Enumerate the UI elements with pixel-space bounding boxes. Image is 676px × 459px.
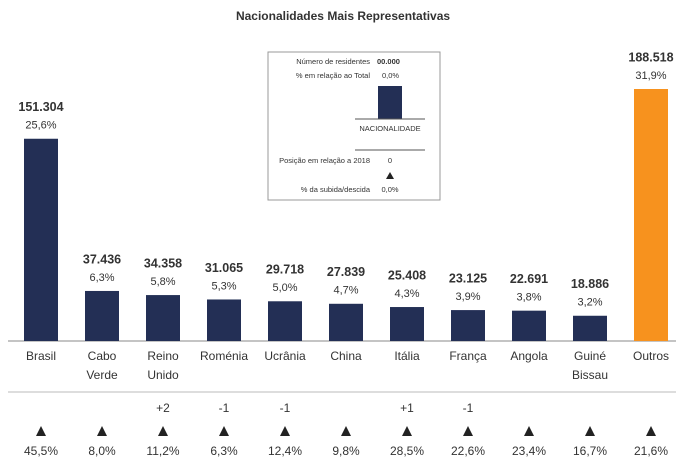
share-label: 5,3% (211, 280, 236, 292)
legend-text: % em relação ao Total (296, 71, 370, 80)
x-tick-label: Brasil (26, 349, 56, 363)
bar (451, 310, 485, 341)
bar (85, 290, 119, 341)
legend-arrow (386, 172, 394, 179)
share-label: 3,8% (516, 292, 541, 304)
growth-arrow (341, 426, 351, 436)
x-tick-label: China (330, 349, 362, 363)
bar (390, 307, 424, 341)
bar (329, 303, 363, 341)
bar (268, 301, 302, 341)
legend: Número de residentes 00.000 % em relação… (267, 51, 441, 201)
bar (573, 315, 607, 341)
growth-arrow (158, 426, 168, 436)
value-label: 29.718 (266, 263, 304, 277)
value-label: 25.408 (388, 268, 426, 282)
x-tick-label: Reino Unido (147, 349, 179, 382)
growth-label: 6,3% (210, 444, 238, 458)
share-label: 31,9% (635, 70, 666, 82)
value-label: 23.125 (449, 271, 487, 285)
legend-text: Posição em relação a 2018 (279, 156, 370, 165)
growth-label: 8,0% (88, 444, 116, 458)
legend-box (267, 51, 441, 201)
bar (207, 299, 241, 341)
legend-text: Número de residentes (296, 57, 370, 66)
value-label: 22.691 (510, 272, 548, 286)
growth-label: 22,6% (451, 444, 485, 458)
legend-text: NACIONALIDADE (359, 124, 420, 133)
legend-text: % da subida/descida (301, 185, 371, 194)
value-label: 188.518 (628, 50, 673, 64)
value-label: 18.886 (571, 277, 609, 291)
share-label: 6,3% (89, 272, 114, 284)
share-label: 3,2% (577, 297, 602, 309)
growth-label: 12,4% (268, 444, 302, 458)
growth-label: 11,2% (146, 444, 179, 458)
growth-arrow (524, 426, 534, 436)
growth-label: 21,6% (634, 444, 668, 458)
growth-arrow (585, 426, 595, 436)
x-tick-label: Guiné Bissau (572, 349, 608, 382)
growth-label: 45,5% (24, 444, 58, 458)
x-tick-label: Itália (394, 349, 420, 363)
x-tick-label: Ucrânia (264, 349, 306, 363)
growth-arrow (36, 426, 46, 436)
share-label: 3,9% (455, 291, 480, 303)
share-label: 4,7% (333, 285, 358, 297)
chart-title: Nacionalidades Mais Representativas (236, 9, 450, 23)
legend-bar (378, 86, 402, 119)
share-label: 5,0% (272, 282, 297, 294)
bar (146, 295, 180, 341)
growth-arrow (646, 426, 656, 436)
bar (512, 310, 546, 341)
legend-text: 0,0% (382, 71, 399, 80)
legend-text: 00.000 (377, 57, 400, 66)
legend-text: 0,0% (381, 185, 398, 194)
growth-label: 23,4% (512, 444, 546, 458)
growth-arrow (463, 426, 473, 436)
share-label: 4,3% (394, 288, 419, 300)
position-change: +2 (156, 401, 170, 415)
x-tick-label: França (449, 349, 487, 363)
x-tick-label: Outros (633, 349, 669, 363)
value-label: 37.436 (83, 252, 121, 266)
value-label: 34.358 (144, 256, 182, 270)
x-tick-label: Cabo Verde (86, 349, 118, 382)
growth-label: 9,8% (332, 444, 360, 458)
value-label: 151.304 (18, 100, 63, 114)
growth-arrow (97, 426, 107, 436)
growth-label: 16,7% (573, 444, 607, 458)
bar (24, 138, 58, 341)
x-tick-label: Angola (510, 349, 548, 363)
legend-text: 0 (388, 156, 392, 165)
position-change: -1 (219, 401, 230, 415)
share-label: 25,6% (25, 120, 56, 132)
bar (634, 89, 668, 341)
value-label: 31.065 (205, 261, 243, 275)
share-label: 5,8% (150, 276, 175, 288)
position-change: -1 (280, 401, 291, 415)
x-tick-label: Roménia (200, 349, 248, 363)
position-change: +1 (400, 401, 414, 415)
growth-arrow (402, 426, 412, 436)
value-label: 27.839 (327, 265, 365, 279)
position-change: -1 (463, 401, 474, 415)
growth-arrow (280, 426, 290, 436)
growth-arrow (219, 426, 229, 436)
growth-label: 28,5% (390, 444, 424, 458)
